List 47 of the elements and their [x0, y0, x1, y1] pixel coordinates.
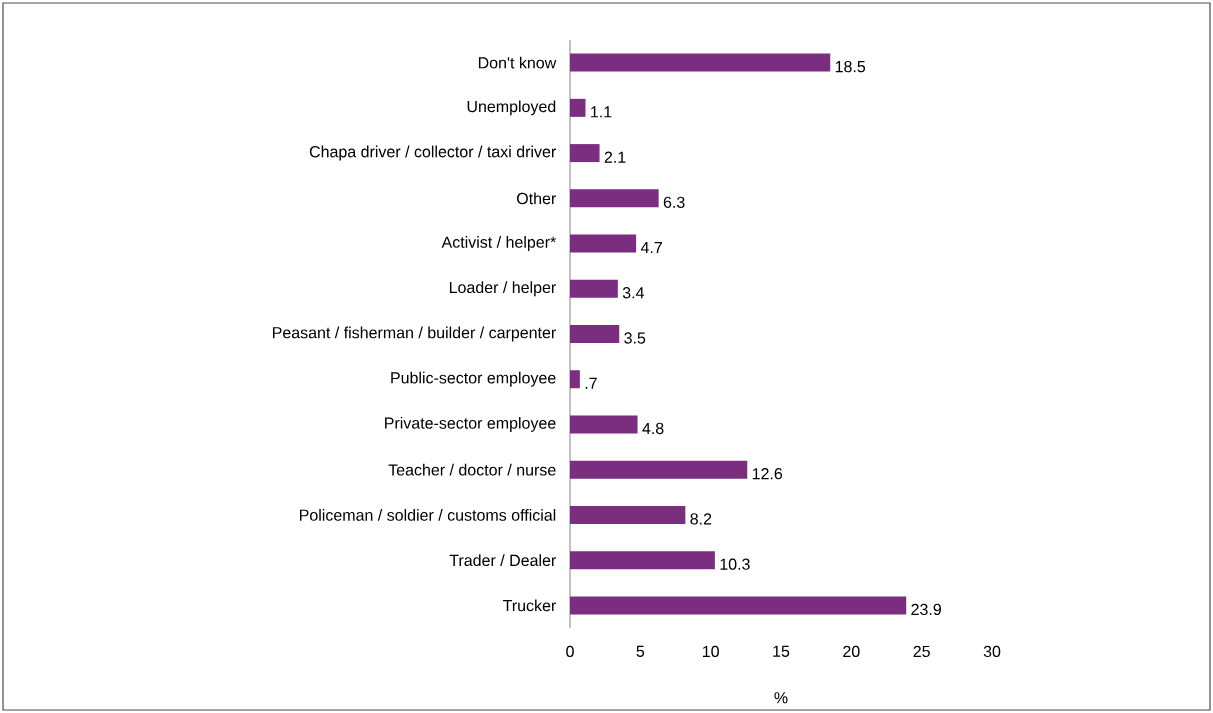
bar	[570, 415, 638, 434]
bar	[570, 279, 618, 298]
data-label: 8.2	[690, 513, 712, 525]
bar	[570, 98, 586, 117]
x-tick-label: 30	[983, 645, 1001, 658]
bar	[570, 144, 600, 163]
x-tick-label: 15	[773, 645, 790, 657]
bar	[570, 189, 659, 208]
y-tick-label: Peasant / fisherman / builder / carpenter	[273, 326, 556, 342]
y-tick-label: Activist / helper*	[441, 236, 557, 251]
bar	[570, 551, 715, 570]
data-label: 4.7	[640, 242, 662, 254]
y-tick-label: Don't know	[478, 56, 557, 69]
data-label: 4.8	[642, 422, 664, 435]
y-tick-label: Unemployed	[467, 100, 556, 116]
data-label: 10.3	[720, 558, 750, 570]
y-tick-label: Chapa driver / collector / taxi driver	[309, 145, 556, 161]
y-tick-label: Loader / helper	[449, 281, 556, 297]
data-label: .7	[585, 377, 597, 389]
y-tick-label: Private-sector employee	[385, 417, 556, 432]
y-tick-label: Teacher / doctor / nurse	[388, 463, 556, 476]
x-tick-label: 5	[636, 645, 645, 657]
data-label: 23.9	[911, 603, 941, 616]
bar	[570, 325, 620, 344]
data-label: 6.3	[663, 196, 685, 208]
bar	[570, 505, 686, 524]
y-tick-label: Policeman / soldier / customs official	[300, 509, 556, 521]
bar	[570, 370, 580, 389]
y-tick-label: Other	[517, 192, 556, 205]
bar	[570, 53, 831, 72]
bar	[570, 234, 637, 253]
y-tick-label: Trader / Dealer	[449, 554, 556, 567]
data-label: 18.5	[835, 60, 866, 73]
y-tick-label: Trucker	[502, 599, 556, 612]
data-label: 3.4	[622, 287, 645, 299]
x-axis-title: %	[774, 692, 788, 704]
y-tick-label: Public-sector employee	[391, 371, 556, 387]
bar	[570, 596, 907, 615]
data-label: 1.1	[591, 106, 612, 118]
x-tick-label: 20	[843, 645, 860, 658]
data-label: 3.5	[624, 332, 646, 344]
data-label: 12.6	[752, 468, 783, 480]
x-tick-label: 25	[913, 645, 930, 658]
bar	[570, 460, 748, 479]
x-tick-label: 0	[566, 645, 574, 658]
data-label: 2.1	[604, 151, 626, 163]
x-tick-label: 10	[703, 645, 719, 658]
